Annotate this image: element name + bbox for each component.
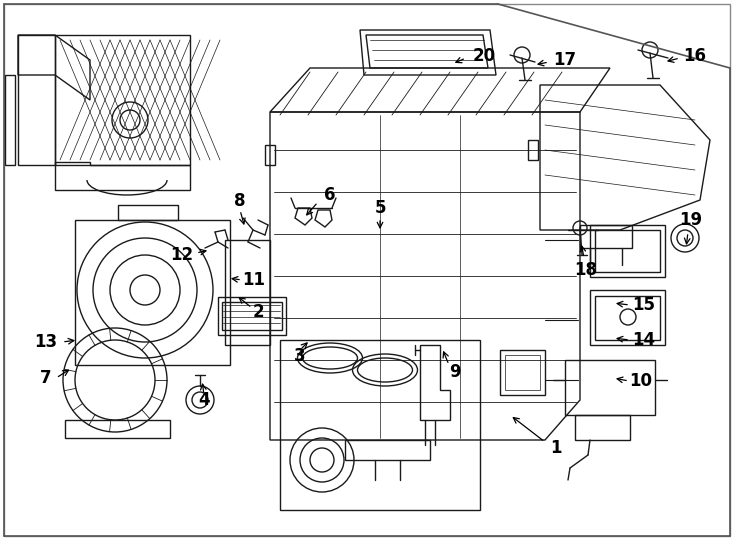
Text: 12: 12 bbox=[170, 246, 194, 264]
Text: 15: 15 bbox=[633, 296, 655, 314]
Bar bbox=[75, 220, 230, 365]
Text: 2: 2 bbox=[252, 303, 264, 321]
Text: 9: 9 bbox=[449, 363, 461, 381]
Text: 7: 7 bbox=[40, 369, 52, 387]
Bar bbox=[565, 360, 655, 415]
Text: 14: 14 bbox=[633, 331, 655, 349]
Text: 16: 16 bbox=[683, 47, 707, 65]
Text: 1: 1 bbox=[550, 439, 562, 457]
Text: 10: 10 bbox=[630, 372, 653, 390]
Text: 11: 11 bbox=[242, 271, 266, 289]
Text: 6: 6 bbox=[324, 186, 335, 204]
Text: 4: 4 bbox=[198, 391, 210, 409]
Text: 8: 8 bbox=[234, 192, 246, 210]
Bar bbox=[280, 340, 480, 510]
Text: 13: 13 bbox=[34, 333, 57, 351]
Bar bbox=[218, 297, 286, 335]
Bar bbox=[590, 290, 665, 345]
Bar bbox=[222, 302, 282, 330]
Bar bbox=[595, 230, 660, 272]
Bar bbox=[55, 35, 190, 165]
Bar bbox=[595, 296, 660, 340]
Text: 18: 18 bbox=[575, 261, 597, 279]
Text: 5: 5 bbox=[374, 199, 386, 217]
Bar bbox=[590, 225, 665, 277]
Bar bbox=[505, 355, 540, 390]
Bar bbox=[225, 240, 270, 345]
Text: 20: 20 bbox=[473, 47, 495, 65]
Text: 19: 19 bbox=[680, 211, 702, 229]
Text: 3: 3 bbox=[294, 347, 306, 365]
Bar bbox=[575, 415, 630, 440]
Text: 17: 17 bbox=[553, 51, 577, 69]
Bar bbox=[65, 420, 170, 438]
